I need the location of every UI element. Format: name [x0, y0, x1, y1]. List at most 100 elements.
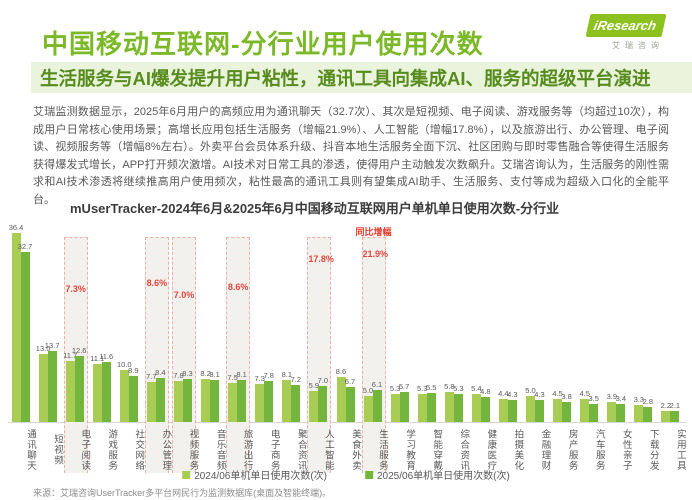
bar-2025 [291, 385, 301, 422]
bar-value-label: 4.3 [534, 390, 545, 399]
page-title: 中国移动互联网-分行业用户使用次数 [42, 29, 484, 59]
x-axis-line [8, 422, 686, 423]
bar-chart: 7.3% 8.6% 7.0% 8.6% 17.8% 21.9% 同比增幅 36.4 32.7 通讯… [8, 222, 686, 478]
bar-2025 [20, 252, 30, 422]
bar-2024 [336, 377, 346, 422]
bar-value-label: 4.5 [579, 389, 590, 398]
legend-item-2024: 2024/06单机单日使用次数(次) [182, 467, 327, 482]
analysis-paragraph: 艾瑞监测数据显示，2025年6月用户的高频应用为通讯聊天（32.7次）、其次是短… [33, 106, 669, 206]
bar-value-label: 2.8 [642, 397, 654, 406]
bar-value-label: 5.0 [525, 386, 536, 395]
category-label: 视频服务 [187, 429, 199, 471]
bar-2025 [183, 379, 192, 422]
iresearch-logo: iResearch 艾瑞咨询 [584, 14, 667, 51]
bar-2025 [399, 392, 409, 422]
legend-label-2024: 2024/06单机单日使用次数(次) [194, 471, 327, 482]
bar-2024 [65, 361, 75, 422]
category-label: 下载分发 [647, 429, 659, 471]
category-label: 旅游出行 [241, 429, 253, 471]
bar-value-label: 8.4 [155, 368, 166, 377]
bar-2025 [237, 380, 247, 422]
legend-swatch-2025 [365, 470, 373, 479]
bar-value-label: 8.1 [209, 370, 220, 379]
bar-value-label: 5.3 [453, 384, 464, 393]
subtitle-text: 生活服务与AI爆发提升用户粘性，通讯工具向集成AI、服务的超级平台演进 [40, 67, 651, 89]
bar-2025 [589, 404, 599, 422]
category-label: 办公管理 [160, 429, 172, 471]
chart-title: mUserTracker-2024年6月&2025年6月中国移动互联网用户单机单… [70, 201, 560, 216]
bar-value-label: 11.6 [99, 352, 114, 361]
bar-value-label: 13.7 [44, 341, 60, 350]
bar-2024 [634, 405, 644, 422]
bar-value-label: 5.7 [398, 382, 410, 391]
highlight-band: 7.0% [172, 237, 196, 473]
bar-value-label: 12.6 [71, 346, 87, 355]
bar-value-label: 5.8 [444, 382, 455, 391]
highlight-band: 21.9% [361, 237, 389, 473]
bar-2025 [562, 402, 572, 422]
bar-value-label: 5.0 [362, 386, 374, 395]
bar-value-label: 5.5 [425, 383, 437, 392]
bar-value-label: 8.3 [182, 369, 193, 378]
bar-value-label: 11.1 [90, 354, 105, 363]
bar-2024 [553, 399, 563, 422]
bar-2025 [47, 351, 57, 422]
bar-2025 [507, 400, 517, 422]
growth-pct-label: 7.3% [65, 284, 86, 294]
category-label: 通讯聊天 [25, 429, 36, 471]
bar-value-label: 3.9 [606, 392, 618, 401]
bar-value-label: 7.8 [173, 371, 184, 380]
category-label: 聚合资讯 [295, 429, 307, 471]
bar-2024 [282, 380, 292, 422]
bar-value-label: 11.7 [63, 351, 78, 360]
bar-2024 [607, 402, 617, 422]
bar-value-label: 5.9 [308, 381, 320, 390]
subtitle-banner: 生活服务与AI爆发提升用户粘性，通讯工具向集成AI、服务的超级平台演进 [31, 62, 692, 93]
category-label: 社交网络 [133, 429, 145, 471]
growth-pct-label: 7.0% [173, 290, 195, 300]
bar-2024 [309, 391, 319, 422]
bar-value-label: 2.1 [669, 401, 681, 410]
bar-2025 [480, 397, 490, 422]
bar-2025 [155, 378, 165, 422]
category-label: 生活服务 [377, 429, 388, 471]
bar-value-label: 8.2 [200, 369, 211, 378]
legend-swatch-2024 [182, 470, 191, 479]
bar-value-label: 4.4 [498, 389, 509, 398]
bar-value-label: 8.1 [281, 370, 293, 379]
bar-value-label: 4.3 [507, 390, 518, 399]
bar-2025 [670, 411, 680, 422]
bar-2025 [74, 356, 84, 422]
bar-2025 [426, 393, 436, 422]
bar-2025 [535, 400, 544, 422]
category-label: 房产服务 [566, 429, 578, 471]
bar-2025 [264, 381, 274, 422]
bar-value-label: 13.0 [35, 344, 51, 353]
highlight-band: 7.3% [63, 237, 88, 473]
growth-pct-label: 8.6% [227, 282, 249, 292]
category-label: 健康医疗 [485, 429, 497, 471]
bar-2025 [453, 394, 463, 422]
bar-value-label: 7.3 [254, 374, 265, 383]
bar-value-label: 5.4 [471, 384, 482, 393]
bar-value-label: 8.9 [128, 366, 139, 375]
bar-value-label: 32.7 [17, 242, 33, 251]
bar-2024 [92, 364, 102, 422]
highlight-band: 17.8% [307, 237, 334, 473]
growth-pct-label: 21.9% [362, 249, 389, 259]
category-label: 电子商务 [268, 429, 280, 471]
bar-value-label: 3.5 [588, 394, 599, 403]
category-label: 智能穿戴 [431, 429, 443, 471]
bar-2024 [228, 383, 238, 422]
bar-2025 [345, 387, 355, 422]
category-label: 实用工具 [674, 429, 686, 471]
bar-2024 [580, 399, 590, 422]
bar-value-label: 4.5 [552, 389, 563, 398]
bar-2025 [318, 386, 328, 422]
bar-value-label: 8.1 [236, 370, 247, 379]
bar-value-label: 3.8 [561, 392, 572, 401]
bar-value-label: 6.7 [344, 377, 356, 386]
bar-value-label: 8.6 [335, 367, 347, 376]
bar-2024 [471, 394, 481, 422]
bar-value-label: 10.0 [116, 360, 132, 369]
